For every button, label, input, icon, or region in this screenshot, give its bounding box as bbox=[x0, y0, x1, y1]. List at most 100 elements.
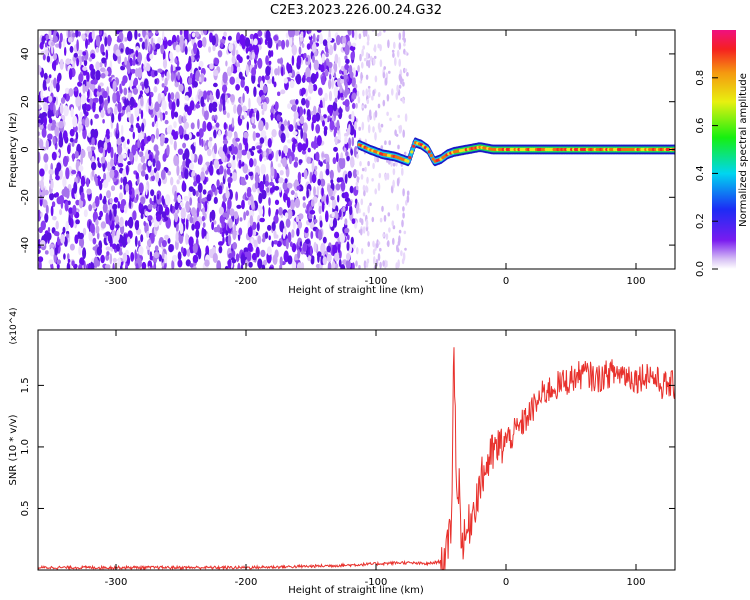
heatmap-cell bbox=[358, 265, 361, 269]
heatmap-cell bbox=[361, 167, 365, 172]
heatmap-cell bbox=[212, 44, 216, 52]
heatmap-cell bbox=[201, 138, 204, 148]
snr-xlabel: Height of straight line (km) bbox=[288, 585, 424, 596]
heatmap-cell bbox=[102, 51, 106, 56]
heatmap-cell bbox=[333, 129, 336, 138]
heatmap-cell bbox=[383, 66, 387, 70]
heatmap-cell bbox=[279, 187, 282, 193]
heatmap-cell bbox=[123, 87, 128, 96]
heatmap-cell bbox=[283, 77, 288, 84]
heatmap-cell bbox=[281, 157, 288, 168]
heatmap-cell bbox=[396, 244, 399, 252]
heatmap-cell bbox=[365, 218, 369, 228]
heatmap-cell bbox=[59, 32, 63, 43]
heatmap-cell bbox=[392, 162, 396, 167]
heatmap-cell bbox=[100, 43, 105, 55]
heatmap-cell bbox=[178, 204, 181, 210]
heatmap-cell bbox=[402, 212, 405, 219]
heatmap-cell bbox=[378, 127, 382, 133]
heatmap-cell bbox=[329, 219, 334, 228]
heatmap-cell bbox=[50, 179, 54, 190]
heatmap-cell bbox=[275, 209, 279, 216]
heatmap-cell bbox=[231, 50, 236, 57]
heatmap-cell bbox=[223, 31, 227, 37]
heatmap-cell bbox=[53, 96, 57, 102]
heatmap-cell bbox=[302, 196, 306, 201]
heatmap-cell bbox=[259, 180, 265, 193]
heatmap-cell bbox=[249, 43, 253, 52]
heatmap-cell bbox=[396, 84, 399, 93]
heatmap-cell bbox=[312, 41, 316, 53]
heatmap-cell bbox=[369, 55, 373, 62]
heatmap-cell bbox=[260, 130, 267, 138]
heatmap-cell bbox=[373, 47, 376, 52]
heatmap-cell bbox=[392, 52, 395, 58]
heatmap-cell bbox=[361, 61, 364, 69]
heatmap-cell bbox=[100, 109, 105, 119]
heatmap-cell bbox=[344, 55, 348, 60]
heatmap-cell bbox=[247, 242, 253, 252]
heatmap-cell bbox=[153, 51, 157, 56]
heatmap-cell bbox=[319, 220, 323, 228]
heatmap-cell bbox=[154, 70, 158, 77]
heatmap-cell bbox=[126, 138, 130, 145]
heatmap-cell bbox=[284, 212, 289, 218]
heatmap-cell bbox=[307, 30, 312, 34]
heatmap-cell bbox=[322, 97, 326, 109]
heatmap-cell bbox=[202, 120, 207, 132]
heatmap-cell bbox=[170, 176, 174, 186]
heatmap-cell bbox=[69, 137, 74, 143]
heatmap-cell bbox=[325, 210, 329, 223]
heatmap-cell bbox=[227, 35, 232, 41]
heatmap-cell bbox=[129, 96, 135, 108]
heatmap-cell bbox=[371, 178, 374, 182]
heatmap-cell bbox=[195, 190, 199, 197]
heatmap-cell bbox=[84, 85, 89, 92]
heatmap-cell bbox=[117, 112, 122, 122]
heatmap-cell bbox=[96, 232, 100, 240]
heatmap-cell bbox=[165, 167, 169, 173]
heatmap-cell bbox=[90, 79, 95, 85]
heatmap-cell bbox=[120, 177, 123, 184]
heatmap-cell bbox=[362, 212, 366, 217]
heatmap-cell bbox=[82, 227, 87, 236]
heatmap-cell bbox=[93, 97, 99, 103]
heatmap-cell bbox=[176, 164, 180, 177]
heatmap-cell bbox=[369, 202, 372, 207]
heatmap-cell bbox=[402, 81, 405, 87]
heatmap-cell bbox=[368, 91, 371, 99]
heatmap-cell bbox=[199, 135, 202, 146]
heatmap-cell bbox=[235, 49, 239, 56]
heatmap-cell bbox=[372, 58, 376, 66]
heatmap-cell bbox=[302, 122, 308, 133]
heatmap-cell bbox=[95, 61, 100, 71]
heatmap-cell bbox=[113, 169, 119, 179]
heatmap-cell bbox=[398, 229, 402, 234]
heatmap-cell bbox=[69, 45, 74, 53]
heatmap-cell bbox=[348, 200, 353, 207]
heatmap-cell bbox=[230, 64, 234, 73]
heatmap-cell bbox=[106, 141, 112, 154]
heatmap-cell bbox=[384, 140, 387, 145]
heatmap-cell bbox=[92, 202, 96, 209]
heatmap-cell bbox=[298, 46, 302, 55]
heatmap-cell bbox=[268, 60, 272, 65]
heatmap-cell bbox=[286, 131, 290, 138]
heatmap-cell bbox=[221, 151, 226, 163]
heatmap-cell bbox=[359, 80, 363, 84]
heatmap-cell bbox=[228, 42, 234, 52]
heatmap-cell bbox=[380, 145, 384, 150]
heatmap-cell bbox=[86, 71, 90, 82]
heatmap-cell bbox=[53, 61, 57, 72]
heatmap-cell bbox=[138, 132, 144, 141]
heatmap-cell bbox=[362, 89, 365, 97]
heatmap-cell bbox=[245, 64, 249, 77]
heatmap-cell bbox=[174, 201, 179, 210]
heatmap-cell bbox=[39, 138, 44, 150]
heatmap-cell bbox=[367, 205, 371, 214]
heatmap-cell bbox=[295, 99, 299, 105]
heatmap-cell bbox=[60, 234, 65, 244]
heatmap-cell bbox=[288, 72, 292, 77]
heatmap-cell bbox=[338, 209, 342, 218]
